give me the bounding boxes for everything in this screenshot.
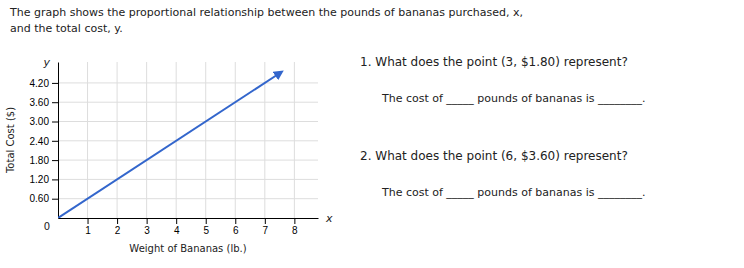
y-tick: 4.20 bbox=[30, 78, 58, 89]
x-tick-label: 5 bbox=[203, 225, 209, 236]
y-axis: 0.60 1.20 1.80 2.40 3.00 3.60 4.20 bbox=[30, 63, 59, 219]
y-tick-label: 1.20 bbox=[30, 174, 50, 185]
annotation: x bbox=[325, 212, 333, 225]
y-tick: 2.40 bbox=[30, 136, 58, 147]
x-axis-line bbox=[59, 218, 319, 219]
x-tick: 8 bbox=[292, 218, 298, 236]
grid-line bbox=[58, 102, 318, 103]
grid-line bbox=[264, 62, 265, 218]
x-tick-mark bbox=[176, 218, 177, 224]
y-tick: 3.60 bbox=[30, 97, 58, 108]
x-tick-label: 3 bbox=[144, 225, 150, 236]
y-axis-line bbox=[58, 63, 59, 219]
x-tick-label: 8 bbox=[292, 225, 298, 236]
annotation: y bbox=[42, 56, 50, 69]
x-tick-mark bbox=[206, 218, 207, 224]
y-tick-mark bbox=[52, 141, 58, 142]
chart: The graph shows the proportional relatio… bbox=[0, 0, 744, 268]
x-tick-mark bbox=[235, 218, 236, 224]
x-tick-label: 4 bbox=[174, 225, 180, 236]
x-tick-mark bbox=[88, 218, 89, 224]
y-tick-mark bbox=[52, 122, 58, 123]
y-tick-label: 4.20 bbox=[30, 78, 50, 89]
y-tick-mark bbox=[52, 102, 58, 103]
x-tick: 6 bbox=[233, 218, 239, 236]
y-axis-title: Total Cost ($) bbox=[5, 107, 16, 174]
plot-area bbox=[58, 73, 280, 218]
grid-line bbox=[58, 198, 318, 199]
x-tick-label: 6 bbox=[233, 225, 239, 236]
line bbox=[58, 73, 280, 218]
y-tick: 3.00 bbox=[30, 116, 58, 127]
y-tick-label: 1.80 bbox=[30, 155, 50, 166]
x-tick-mark bbox=[294, 218, 295, 224]
x-tick: 2 bbox=[115, 218, 121, 236]
grid-line bbox=[235, 62, 236, 218]
x-tick: 7 bbox=[263, 218, 269, 236]
x-axis-title: Weight of Bananas (lb.) bbox=[129, 243, 246, 254]
x-axis: 1 2 3 4 5 6 7 8 bbox=[59, 218, 319, 236]
x-tick: 3 bbox=[144, 218, 150, 236]
y-tick-mark bbox=[52, 83, 58, 84]
grid-line bbox=[294, 62, 295, 218]
annotation: The cost of _____ pounds of bananas is _… bbox=[381, 186, 646, 199]
y-tick: 0.60 bbox=[30, 193, 58, 204]
x-tick: 5 bbox=[203, 218, 209, 236]
annotation: The cost of _____ pounds of bananas is _… bbox=[381, 92, 646, 105]
grid-line bbox=[58, 82, 318, 83]
annotation: 2. What does the point (6, $3.60) repres… bbox=[360, 149, 628, 163]
x-tick-mark bbox=[147, 218, 148, 224]
grid bbox=[58, 62, 318, 218]
y-tick-mark bbox=[52, 160, 58, 161]
grid-line bbox=[58, 160, 318, 161]
title: The graph shows the proportional relatio… bbox=[9, 6, 523, 19]
y-tick-label: 3.60 bbox=[30, 97, 50, 108]
grid-line bbox=[58, 140, 318, 141]
y-tick: 1.20 bbox=[30, 174, 58, 185]
x-tick-label: 2 bbox=[115, 225, 121, 236]
x-tick: 1 bbox=[85, 218, 91, 236]
y-tick-label: 3.00 bbox=[30, 116, 50, 127]
grid-line bbox=[205, 62, 206, 218]
grid-line bbox=[58, 179, 318, 180]
y-tick-label: 0.60 bbox=[30, 193, 50, 204]
x-tick-mark bbox=[117, 218, 118, 224]
grid-line bbox=[117, 62, 118, 218]
grid-line bbox=[87, 62, 88, 218]
y-tick-label: 2.40 bbox=[30, 136, 50, 147]
y-tick-mark bbox=[52, 179, 58, 180]
y-tick-mark bbox=[52, 199, 58, 200]
x-tick: 4 bbox=[174, 218, 180, 236]
annotation: 1. What does the point (3, $1.80) repres… bbox=[360, 55, 628, 69]
grid-line bbox=[58, 121, 318, 122]
subtitle: and the total cost, y. bbox=[10, 22, 123, 35]
annotation: 0 bbox=[44, 221, 50, 232]
x-tick-label: 1 bbox=[85, 225, 91, 236]
grid-line bbox=[146, 62, 147, 218]
y-tick: 1.80 bbox=[30, 155, 58, 166]
x-tick-mark bbox=[265, 218, 266, 224]
x-tick-label: 7 bbox=[263, 225, 269, 236]
